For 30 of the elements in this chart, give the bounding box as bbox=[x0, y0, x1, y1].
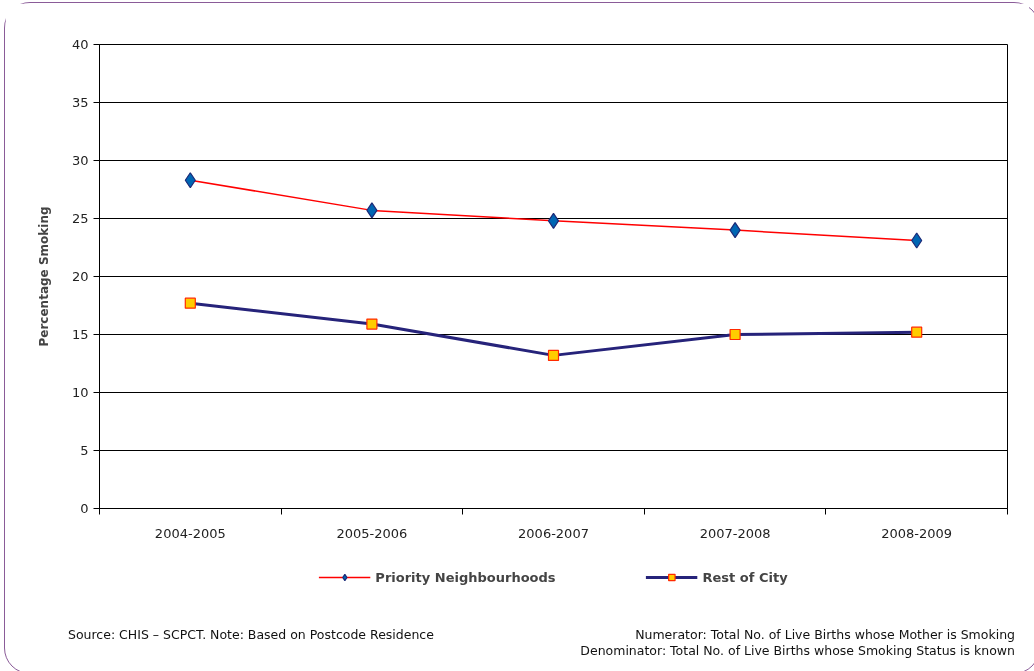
point bbox=[547, 212, 560, 229]
legend-label: Rest of City bbox=[702, 569, 788, 585]
y-tick-label: 15 bbox=[71, 327, 89, 342]
text: Numerator: Total No. of Live Births whose Mother is Smoking bbox=[635, 626, 1015, 644]
y-tick-label: 0 bbox=[80, 501, 89, 516]
text: Denominator: Total No. of Live Births whose Smoking Status is known bbox=[580, 642, 1015, 660]
source-note: Source: CHIS – SCPCT. Note: Based on Postcode Residence bbox=[68, 626, 434, 644]
x-tick-label: 2008-2009 bbox=[881, 525, 953, 541]
y-tick-label: 35 bbox=[71, 95, 89, 110]
y-tick-label: 20 bbox=[71, 269, 89, 284]
x-tick-label: 2007-2008 bbox=[699, 525, 771, 541]
y-tick-label: 10 bbox=[71, 385, 89, 400]
point bbox=[184, 172, 196, 189]
x-tick-label: 2005-2006 bbox=[336, 525, 408, 541]
x-tick-label: 2004-2005 bbox=[154, 525, 226, 541]
point bbox=[911, 326, 923, 338]
legend-label: Priority Neighbourhoods bbox=[375, 569, 556, 585]
point bbox=[911, 232, 923, 249]
point bbox=[366, 318, 378, 330]
point bbox=[366, 202, 378, 219]
y-tick-label: 25 bbox=[71, 211, 89, 226]
point bbox=[184, 297, 196, 309]
y-tick-label: 30 bbox=[71, 153, 89, 168]
point bbox=[729, 328, 741, 341]
point bbox=[547, 349, 560, 361]
x-tick-label: 2006-2007 bbox=[518, 525, 589, 541]
y-axis-title: Percentage Smoking bbox=[36, 206, 51, 347]
y-tick-label: 40 bbox=[71, 37, 89, 52]
point bbox=[729, 222, 741, 239]
y-tick-label: 5 bbox=[80, 443, 89, 458]
